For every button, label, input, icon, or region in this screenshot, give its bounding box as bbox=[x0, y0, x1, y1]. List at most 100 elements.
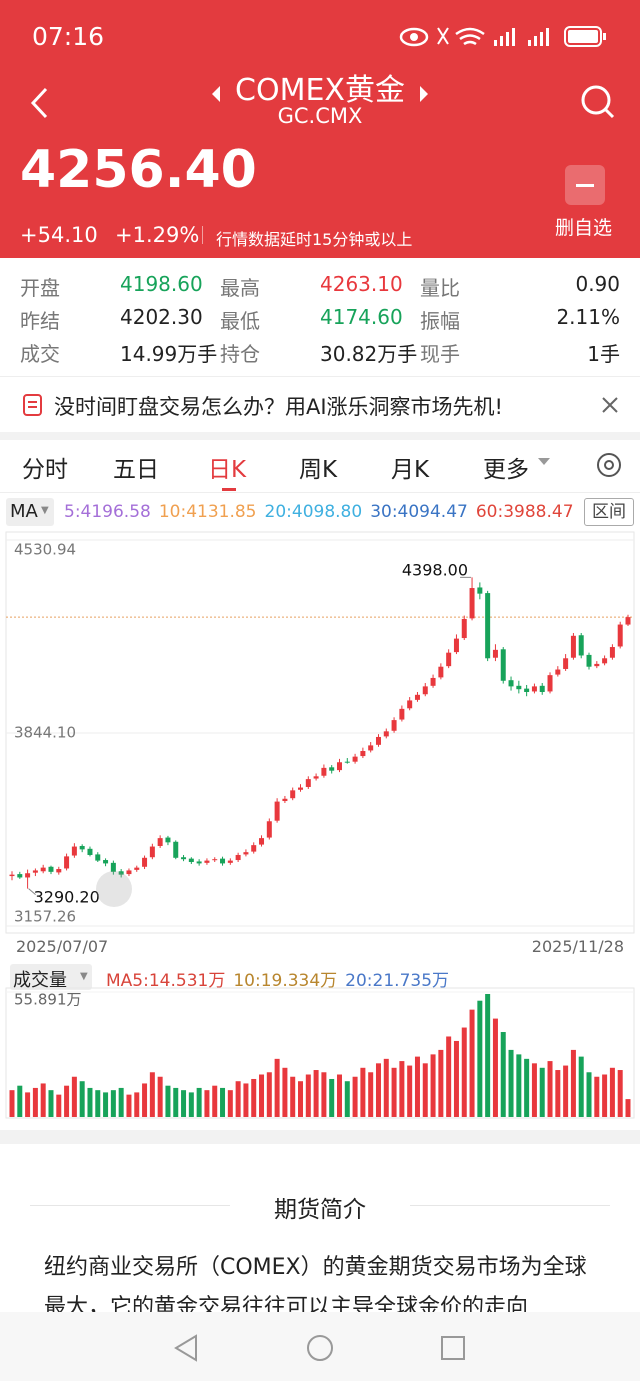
candle-body bbox=[422, 686, 428, 695]
candle-body bbox=[430, 677, 436, 686]
rule bbox=[30, 1205, 230, 1206]
volume-bar bbox=[188, 1092, 194, 1117]
nav-back[interactable] bbox=[174, 1334, 197, 1362]
volume-bar bbox=[438, 1049, 444, 1117]
volume-bar bbox=[243, 1083, 249, 1117]
volume-bar bbox=[375, 1063, 381, 1117]
volume-bar bbox=[173, 1087, 179, 1117]
remove-watch-icon[interactable] bbox=[565, 165, 605, 205]
volume-bar bbox=[165, 1085, 171, 1117]
candle-body bbox=[500, 649, 506, 681]
candle-body bbox=[196, 861, 202, 864]
indicator-label: MA bbox=[10, 501, 38, 522]
tab[interactable]: 日K bbox=[208, 457, 247, 483]
banner-close[interactable] bbox=[600, 395, 620, 415]
legend-entry: 30:4094.47 bbox=[370, 502, 468, 522]
volume-bar bbox=[539, 1067, 545, 1117]
settings-button[interactable] bbox=[594, 450, 624, 480]
candle-body bbox=[547, 675, 553, 692]
separator bbox=[0, 1130, 640, 1144]
tab[interactable]: 五日 bbox=[113, 457, 159, 483]
candle-body bbox=[508, 680, 514, 687]
volume-bar bbox=[321, 1072, 327, 1117]
candle-body bbox=[555, 669, 561, 675]
back-button[interactable] bbox=[28, 86, 52, 120]
candle-body bbox=[360, 751, 366, 757]
stat-label: 成交 bbox=[20, 342, 60, 366]
volume-bar bbox=[251, 1078, 257, 1117]
separator bbox=[0, 432, 640, 440]
volume-bar bbox=[9, 1090, 15, 1117]
stat-label: 昨结 bbox=[20, 309, 60, 333]
nav-recent[interactable] bbox=[441, 1336, 465, 1360]
volume-bar bbox=[313, 1070, 319, 1117]
volume-bar bbox=[477, 1000, 483, 1117]
banner[interactable]: 没时间盯盘交易怎么办？用AI涨乐洞察市场先机! bbox=[0, 376, 640, 433]
remove-watch-label[interactable]: 删自选 bbox=[555, 217, 613, 239]
volume-bar bbox=[274, 1058, 280, 1117]
legend-entry: 20:4098.80 bbox=[264, 502, 363, 522]
candle-body bbox=[227, 860, 233, 863]
nav-bar bbox=[0, 1312, 640, 1381]
candle-body bbox=[617, 624, 623, 647]
volume-bar bbox=[360, 1067, 366, 1117]
volume-bar bbox=[235, 1081, 241, 1117]
volume-bar bbox=[594, 1076, 600, 1117]
volume-bar bbox=[204, 1090, 210, 1117]
volume-bar bbox=[48, 1090, 54, 1117]
candle-body bbox=[578, 635, 584, 656]
volume-bar bbox=[149, 1072, 155, 1117]
tab[interactable]: 分时 bbox=[22, 457, 68, 483]
min-annotation: 3290.20 bbox=[34, 888, 100, 907]
stat-value: 14.99万手 bbox=[120, 342, 218, 366]
nav-home[interactable] bbox=[307, 1335, 333, 1361]
candle-body bbox=[321, 767, 327, 776]
candle-body bbox=[383, 731, 389, 737]
tab[interactable]: 周K bbox=[299, 457, 338, 483]
volume-bar bbox=[227, 1090, 233, 1117]
volume-bar bbox=[352, 1076, 358, 1117]
tab[interactable]: 月K bbox=[391, 457, 430, 483]
tab[interactable]: 更多 bbox=[483, 457, 529, 483]
stat-label: 量比 bbox=[420, 276, 460, 300]
stat-value: 4202.30 bbox=[120, 305, 203, 329]
stat-value: 4263.10 bbox=[320, 272, 403, 296]
volume-bar bbox=[524, 1058, 530, 1117]
range-button[interactable]: 区间 bbox=[584, 498, 634, 526]
candle-body bbox=[469, 588, 475, 619]
stat-label: 最高 bbox=[220, 276, 260, 300]
volume-bar bbox=[32, 1087, 38, 1117]
search-button[interactable] bbox=[580, 84, 616, 120]
stat-value: 2.11% bbox=[556, 305, 620, 329]
candle-body bbox=[477, 587, 483, 594]
legend-entry: 20:21.735万 bbox=[345, 971, 450, 991]
candle-body bbox=[181, 857, 187, 860]
stat-value: 30.82万手 bbox=[320, 342, 418, 366]
candle-body bbox=[48, 866, 54, 872]
volume-bar bbox=[578, 1056, 584, 1117]
min-marker bbox=[28, 888, 36, 896]
indicator-select[interactable]: MA ▼ bbox=[6, 498, 54, 526]
volume-bar bbox=[422, 1063, 428, 1117]
candle-body bbox=[40, 867, 46, 872]
status-time: 07:16 bbox=[32, 22, 105, 51]
divider bbox=[0, 492, 640, 493]
candle-body bbox=[188, 858, 194, 863]
candle-body bbox=[352, 756, 358, 762]
volume-bar bbox=[71, 1076, 77, 1117]
candle-body bbox=[71, 846, 77, 856]
kline-chart: 4530.94 3844.10 3157.26 2025/07/07 2025/11/2… bbox=[5, 531, 635, 1119]
volume-select[interactable]: 成交量 ▼ bbox=[10, 964, 92, 991]
candle-body bbox=[266, 821, 272, 838]
volume-bar bbox=[453, 1040, 459, 1117]
candle-body bbox=[344, 761, 350, 763]
y-tick-label: 3157.26 bbox=[14, 908, 76, 926]
candle-body bbox=[220, 858, 226, 864]
crosshair-handle[interactable] bbox=[96, 871, 132, 907]
candle-body bbox=[602, 658, 608, 664]
volume-bar bbox=[142, 1083, 148, 1117]
candle-body bbox=[274, 801, 280, 821]
volume-bar bbox=[110, 1090, 116, 1117]
volume-bar bbox=[157, 1076, 163, 1117]
stat-value: 0.90 bbox=[575, 272, 620, 296]
